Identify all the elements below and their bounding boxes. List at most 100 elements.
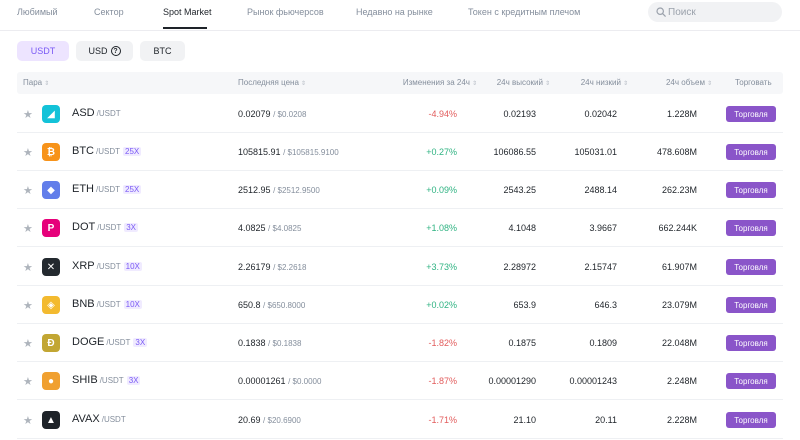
star-icon[interactable]: ★: [23, 415, 33, 427]
search-box[interactable]: [648, 2, 782, 22]
search-input[interactable]: [668, 5, 768, 19]
trade-button[interactable]: Торговля: [726, 412, 776, 428]
trade-button[interactable]: Торговля: [726, 335, 776, 351]
table-row[interactable]: ★ P DOT/USDT 3X 4.0825 / $4.0825 +1.08% 4…: [17, 209, 783, 247]
low-value: 0.02042: [584, 109, 617, 119]
star-icon[interactable]: ★: [23, 109, 33, 121]
header-volume[interactable]: 24ч объем ⇕: [665, 78, 712, 87]
search-icon: [656, 7, 666, 17]
pair-quote: /USDT: [96, 185, 120, 194]
table-row[interactable]: ★ ◢ ASD/USDT 0.02079 / $0.0208 -4.94% 0.…: [17, 95, 783, 133]
leverage-badge: 3X: [133, 338, 148, 347]
header-low[interactable]: 24ч низкий ⇕: [580, 78, 628, 87]
question-icon[interactable]: ?: [110, 46, 121, 56]
trade-button[interactable]: Торговля: [726, 144, 776, 160]
star-icon[interactable]: ★: [23, 376, 33, 388]
quote-usd-button[interactable]: USD ?: [76, 41, 133, 61]
trade-button[interactable]: Торговля: [726, 220, 776, 236]
volume-value: 2.228M: [666, 415, 697, 425]
price-usd: / $4.0825: [268, 224, 302, 233]
star-icon[interactable]: ★: [23, 147, 33, 159]
pair-quote: /USDT: [106, 338, 131, 347]
pair-symbol: BNB: [72, 298, 95, 310]
high-value: 4.1048: [508, 223, 536, 233]
price-usd: / $0.0208: [273, 110, 307, 119]
quote-usd-label: USD: [88, 46, 108, 56]
trade-button[interactable]: Торговля: [726, 182, 776, 198]
pair-symbol: BTC: [72, 145, 94, 157]
tab-leveraged-tokens[interactable]: Токен с кредитным плечом: [468, 7, 581, 17]
leverage-badge: 3X: [126, 376, 141, 385]
star-icon[interactable]: ★: [23, 223, 33, 235]
high-value: 0.1875: [508, 338, 536, 348]
low-value: 646.3: [594, 300, 617, 310]
sort-icon: ⇕: [544, 81, 550, 87]
leverage-badge: 25X: [123, 147, 142, 156]
xrp-icon: ✕: [42, 258, 60, 276]
volume-value: 262.23M: [661, 185, 697, 195]
quote-usdt-button[interactable]: USDT: [17, 41, 69, 61]
pair-symbol: SHIB: [72, 374, 98, 386]
volume-value: 478.608M: [656, 147, 697, 157]
table-row[interactable]: ★ ◆ ETH/USDT 25X 2512.95 / $2512.9500 +0.…: [17, 171, 783, 209]
star-icon[interactable]: ★: [23, 185, 33, 197]
header-change[interactable]: Изменения за 24ч ⇕: [402, 78, 477, 87]
trade-button[interactable]: Торговля: [726, 297, 776, 313]
table-row[interactable]: ★ ₿ BTC/USDT 25X 105815.91 / $105815.9100…: [17, 133, 783, 171]
trade-button[interactable]: Торговля: [726, 259, 776, 275]
table-row[interactable]: ★ ✕ XRP/USDT 10X 2.26179 / $2.2618 +3.73%…: [17, 248, 783, 286]
change-value: -1.82%: [428, 338, 457, 348]
volume-value: 2.248M: [666, 376, 697, 386]
sort-icon: ⇕: [300, 81, 306, 87]
sort-icon: ⇕: [471, 81, 477, 87]
low-value: 20.11: [595, 415, 617, 425]
header-high[interactable]: 24ч высокий ⇕: [496, 78, 550, 87]
table-row[interactable]: ★ ● SHIB/USDT 3X 0.00001261 / $0.0000 -1.…: [17, 362, 783, 400]
last-price: 20.69: [238, 415, 261, 425]
header-trade: Торговать: [735, 78, 772, 87]
price-usd: / $650.8000: [263, 301, 306, 310]
tab-favorites[interactable]: Любимый: [17, 7, 58, 17]
pair-quote: /USDT: [96, 262, 121, 271]
change-value: +0.02%: [426, 300, 457, 310]
high-value: 106086.55: [493, 147, 536, 157]
star-icon[interactable]: ★: [23, 338, 33, 350]
quote-btc-label: BTC: [153, 46, 172, 56]
bnb-icon: ◈: [42, 296, 60, 314]
bitcoin-icon: ₿: [42, 143, 60, 161]
last-price: 650.8: [238, 300, 261, 310]
star-icon[interactable]: ★: [23, 262, 33, 274]
low-value: 2488.14: [584, 185, 617, 195]
volume-value: 23.079M: [661, 300, 697, 310]
trade-button[interactable]: Торговля: [726, 106, 776, 122]
table-row[interactable]: ★ Ð DOGE/USDT 3X 0.1838 / $0.1838 -1.82% …: [17, 324, 783, 362]
quote-btc-button[interactable]: BTC: [140, 41, 185, 61]
pair-quote: /USDT: [96, 300, 121, 309]
tab-sector[interactable]: Сектор: [94, 7, 124, 17]
leverage-badge: 10X: [123, 300, 142, 309]
header-last-price[interactable]: Последняя цена ⇕: [238, 78, 306, 87]
header-pair[interactable]: Пара ⇕: [23, 78, 50, 87]
price-usd: / $0.1838: [268, 339, 302, 348]
volume-value: 1.228M: [666, 109, 697, 119]
table-row[interactable]: ★ ▲ AVAX/USDT 20.69 / $20.6900 -1.71% 21…: [17, 401, 783, 439]
last-price: 2.26179: [238, 262, 271, 272]
last-price: 0.1838: [238, 338, 266, 348]
tab-spot-market[interactable]: Spot Market: [163, 7, 212, 17]
trade-button[interactable]: Торговля: [726, 373, 776, 389]
asd-icon: ◢: [42, 105, 60, 123]
leverage-badge: 25X: [123, 185, 142, 194]
star-icon[interactable]: ★: [23, 300, 33, 312]
low-value: 2.15747: [584, 262, 617, 272]
avalanche-icon: ▲: [42, 411, 60, 429]
change-value: -1.71%: [428, 415, 457, 425]
pair-quote: /USDT: [96, 109, 121, 118]
sort-icon: ⇕: [706, 81, 712, 87]
pair-quote: /USDT: [101, 415, 126, 424]
high-value: 2543.25: [503, 185, 536, 195]
low-value: 105031.01: [574, 147, 617, 157]
tab-new-listings[interactable]: Недавно на рынке: [356, 7, 433, 17]
table-row[interactable]: ★ ◈ BNB/USDT 10X 650.8 / $650.8000 +0.02%…: [17, 286, 783, 324]
low-value: 0.00001243: [569, 376, 617, 386]
tab-futures-market[interactable]: Рынок фьючерсов: [247, 7, 324, 17]
